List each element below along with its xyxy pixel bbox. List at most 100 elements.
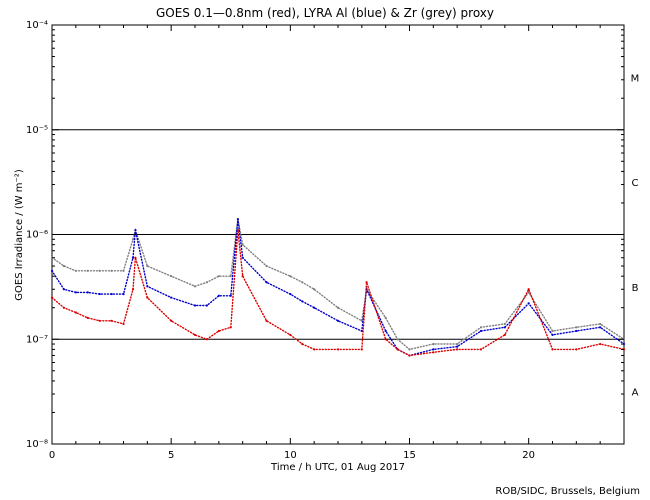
data-point	[122, 292, 125, 296]
data-point	[551, 329, 554, 333]
x-tick-label: 5	[168, 450, 174, 461]
data-point	[131, 256, 135, 259]
data-point	[575, 326, 578, 329]
data-point	[241, 243, 244, 246]
data-point	[503, 333, 506, 337]
data-point	[229, 326, 232, 329]
chart-title: GOES 0.1—0.8nm (red), LYRA Al (blue) & Z…	[156, 6, 494, 20]
series-line	[51, 219, 625, 357]
y-tick-label: 10⁻⁸	[26, 439, 48, 450]
data-point	[241, 275, 244, 278]
data-point	[396, 348, 399, 351]
x-tick-label: 20	[522, 450, 535, 461]
data-point	[86, 291, 89, 294]
data-point	[408, 348, 411, 351]
flare-class-c: C	[632, 178, 639, 189]
data-point	[134, 256, 137, 259]
data-point	[131, 238, 135, 241]
series-1	[50, 218, 626, 357]
data-point	[170, 275, 173, 278]
credit-text: ROB/SIDC, Brussels, Belgium	[495, 486, 640, 497]
series-layer	[50, 218, 626, 357]
data-point	[599, 326, 602, 329]
data-point	[456, 342, 459, 346]
data-point	[74, 311, 77, 314]
series-line	[51, 230, 625, 357]
y-tick-label: 10⁻⁶	[26, 230, 48, 241]
data-point	[384, 329, 387, 333]
data-point	[408, 354, 411, 357]
data-point	[131, 288, 135, 291]
data-point	[74, 291, 77, 294]
y-tick-label: 10⁻⁷	[26, 334, 48, 345]
flare-class-labels: M C B A	[631, 73, 640, 398]
series-0	[50, 218, 626, 351]
data-point	[146, 264, 149, 268]
data-point	[456, 348, 459, 351]
x-tick-label: 15	[403, 450, 416, 461]
data-point	[217, 294, 220, 297]
data-point	[575, 348, 578, 351]
y-axis-label: GOES Irradiance / (W m⁻²)	[14, 169, 25, 301]
data-point	[110, 319, 113, 322]
data-point	[313, 306, 316, 309]
data-point	[62, 288, 66, 291]
data-point	[170, 319, 173, 322]
data-point	[479, 326, 483, 329]
data-point	[432, 351, 435, 354]
data-point	[527, 291, 530, 294]
data-point	[86, 316, 89, 319]
data-point	[205, 338, 209, 341]
data-point	[551, 333, 554, 337]
series-line	[51, 219, 625, 351]
data-point	[217, 329, 220, 333]
data-point	[193, 304, 197, 307]
data-point	[217, 275, 220, 278]
data-point	[265, 281, 268, 284]
data-point	[74, 269, 77, 272]
flare-class-b: B	[632, 283, 639, 294]
data-point	[122, 322, 125, 326]
data-point	[50, 296, 54, 299]
data-point	[98, 269, 101, 272]
data-point	[289, 333, 292, 337]
data-point	[98, 319, 101, 322]
data-point	[503, 322, 506, 326]
data-point	[236, 218, 239, 221]
data-point	[229, 275, 232, 278]
data-point	[479, 329, 483, 333]
y-tick-label: 10⁻⁴	[26, 20, 48, 31]
data-point	[122, 269, 125, 272]
data-point	[396, 338, 399, 341]
data-point	[265, 264, 268, 268]
data-point	[241, 256, 244, 259]
data-point	[62, 306, 66, 309]
data-point	[479, 348, 483, 351]
flare-class-lines	[52, 129, 624, 340]
data-point	[170, 296, 173, 299]
data-point	[205, 304, 209, 307]
data-point	[229, 294, 232, 297]
data-point	[301, 281, 304, 284]
data-point	[313, 348, 316, 351]
data-point	[527, 288, 530, 291]
data-point	[575, 329, 578, 333]
data-point	[193, 285, 197, 288]
data-point	[432, 348, 435, 351]
y-tick-label: 10⁻⁵	[26, 125, 48, 136]
data-point	[384, 316, 387, 319]
data-point	[289, 292, 292, 296]
data-point	[110, 269, 113, 272]
x-axis-label: Time / h UTC, 01 Aug 2017	[270, 462, 405, 473]
data-point	[336, 306, 340, 309]
data-point	[193, 333, 197, 337]
data-point	[432, 342, 435, 346]
data-point	[365, 281, 368, 284]
data-point	[336, 348, 340, 351]
flare-class-a: A	[632, 388, 639, 399]
data-point	[236, 229, 239, 232]
data-point	[551, 348, 554, 351]
flare-class-m: M	[631, 73, 640, 84]
series-2	[50, 229, 626, 357]
